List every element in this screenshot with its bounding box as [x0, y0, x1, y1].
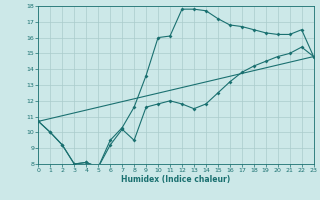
X-axis label: Humidex (Indice chaleur): Humidex (Indice chaleur) [121, 175, 231, 184]
